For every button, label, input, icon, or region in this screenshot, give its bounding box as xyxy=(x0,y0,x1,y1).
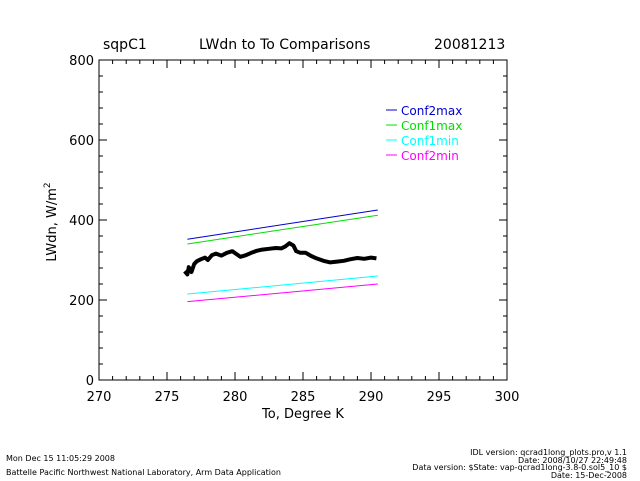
x-tick-label: 295 xyxy=(427,390,452,405)
site-label: sqpC1 xyxy=(103,37,147,53)
date-label: 20081213 xyxy=(434,37,506,53)
x-tick-label: 280 xyxy=(223,390,248,405)
y-tick-label: 600 xyxy=(69,134,94,149)
y-tick-label: 800 xyxy=(69,54,94,69)
chart-title: LWdn to To Comparisons xyxy=(199,37,371,53)
axes xyxy=(98,59,508,381)
tick-labels: 270 275 280 285 290 295 300 0 200 400 600 800 xyxy=(69,54,519,405)
footer-idl-version: IDL version: qcrad1long_plots.pro,v 1.1 xyxy=(470,448,627,457)
y-axis-label: LWdn, W/m2 xyxy=(43,182,60,261)
legend-label: Conf2min xyxy=(401,149,459,163)
x-tick-label: 300 xyxy=(495,390,520,405)
y-tick-label: 400 xyxy=(69,214,94,229)
footer-data-version: Data version: $State: vap-qcrad1long-3.8… xyxy=(412,463,627,472)
series-line-conf1max xyxy=(187,214,378,245)
legend-label: Conf1min xyxy=(401,134,459,148)
legend-label: Conf2max xyxy=(401,104,462,118)
x-tick-label: 290 xyxy=(359,390,384,405)
y-tick-label: 200 xyxy=(69,294,94,309)
footer-idl-date: Date: 2008/10/27 22:49:48 xyxy=(518,456,627,465)
x-axis-label: To, Degree K xyxy=(261,407,344,422)
footer-org: Battelle Pacific Northwest National Labo… xyxy=(6,468,281,477)
footer-timestamp: Mon Dec 15 11:05:29 2008 xyxy=(6,454,115,463)
legend-label: Conf1max xyxy=(401,119,462,133)
y-tick-label: 0 xyxy=(86,374,94,389)
y-axis-label-text: LWdn, W/m xyxy=(45,188,60,262)
footer-data-date: Date: 15-Dec-2008 xyxy=(550,471,627,480)
y-axis-label-exponent: 2 xyxy=(43,182,53,188)
x-tick-label: 275 xyxy=(155,390,180,405)
x-tick-label: 270 xyxy=(87,390,112,405)
series-line-conf2min xyxy=(187,283,378,303)
series-line-conf1min xyxy=(187,275,378,295)
series-lines xyxy=(183,209,378,303)
observed-data-line xyxy=(183,241,377,277)
x-tick-label: 285 xyxy=(291,390,316,405)
y-axis-label-group: LWdn, W/m2 xyxy=(43,182,60,261)
series-line-conf2max xyxy=(187,209,378,240)
